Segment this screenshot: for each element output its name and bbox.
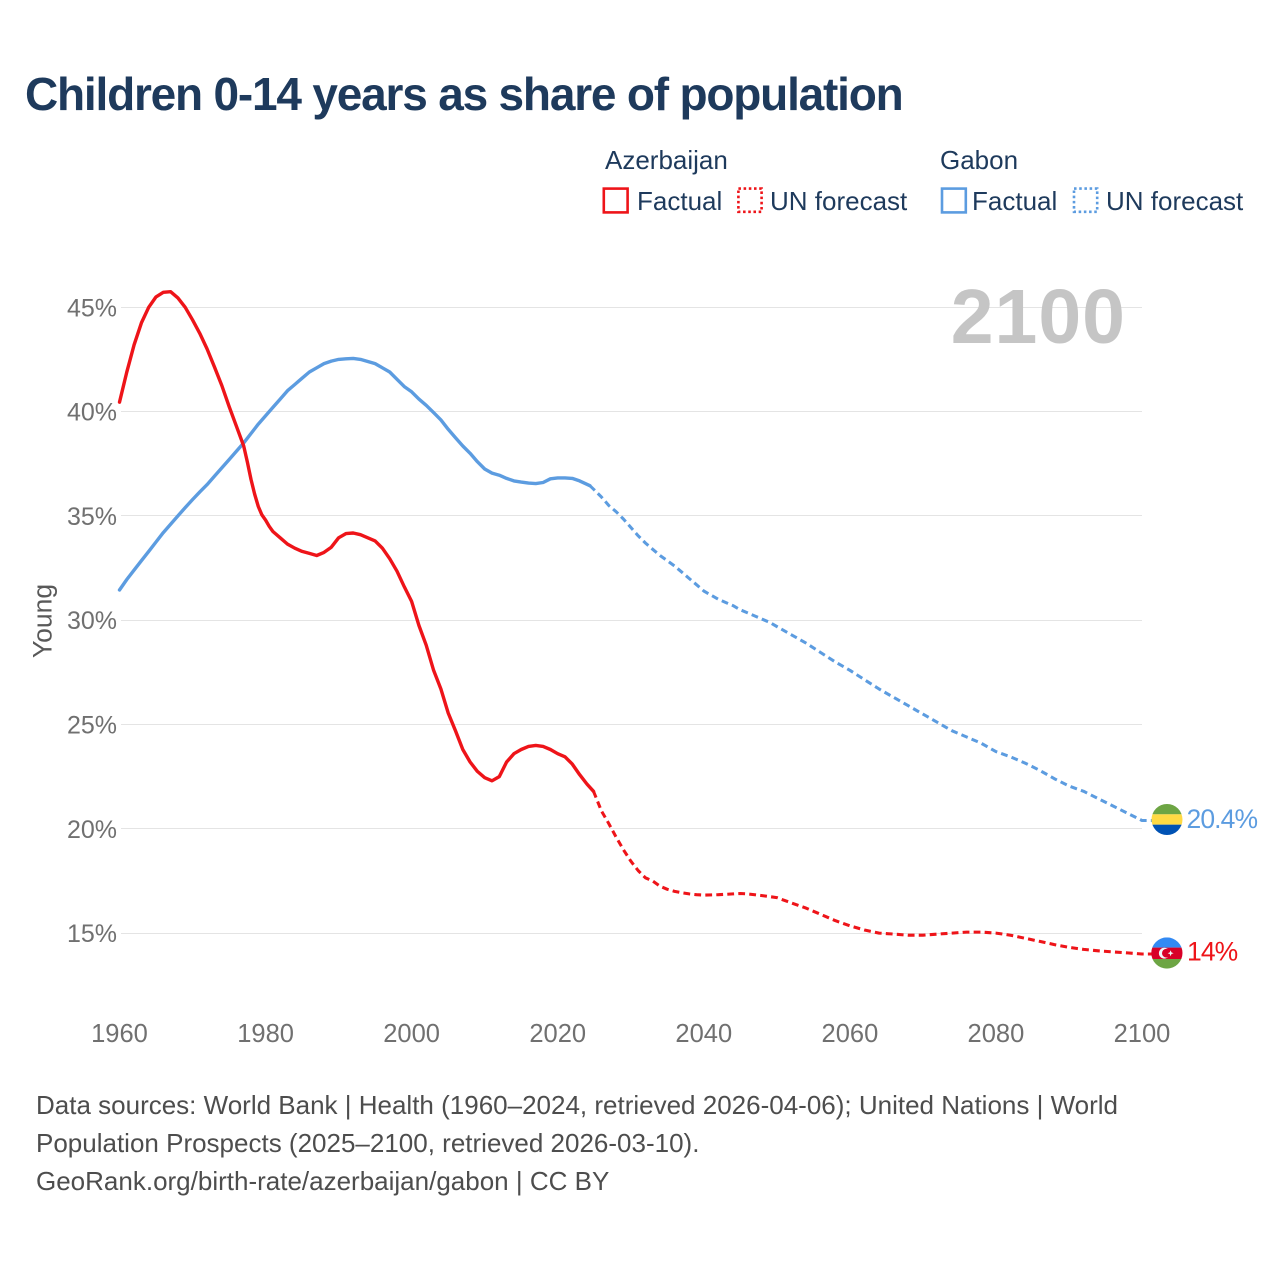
svg-text:2080: 2080 (968, 1020, 1025, 1048)
svg-text:2100: 2100 (1114, 1020, 1171, 1048)
svg-text:2100: 2100 (951, 274, 1126, 360)
svg-text:30%: 30% (67, 607, 117, 635)
svg-text:15%: 15% (67, 920, 117, 948)
svg-text:40%: 40% (67, 399, 117, 427)
svg-text:45%: 45% (67, 294, 117, 322)
svg-text:35%: 35% (67, 503, 117, 531)
svg-text:1960: 1960 (91, 1020, 148, 1048)
svg-text:2000: 2000 (383, 1020, 440, 1048)
svg-text:20.4%: 20.4% (1187, 804, 1258, 834)
svg-text:20%: 20% (67, 816, 117, 844)
svg-text:14%: 14% (1187, 937, 1238, 967)
svg-text:25%: 25% (67, 712, 117, 740)
svg-text:2060: 2060 (822, 1020, 879, 1048)
svg-text:2040: 2040 (675, 1020, 732, 1048)
svg-text:1980: 1980 (237, 1020, 294, 1048)
svg-text:Young: Young (28, 584, 58, 658)
svg-text:2020: 2020 (529, 1020, 586, 1048)
